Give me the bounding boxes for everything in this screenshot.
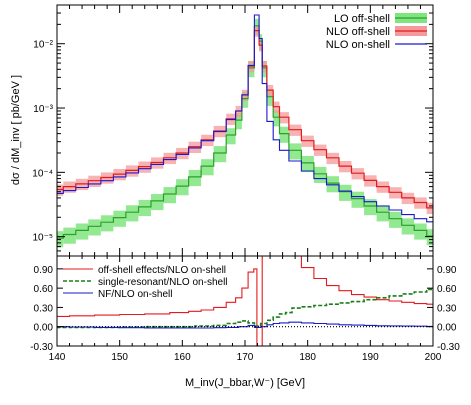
band-bin-0-21	[266, 89, 274, 106]
band-bin-0-28	[339, 184, 352, 201]
band-bin-0-35	[426, 229, 433, 246]
band-bin-0-4	[100, 215, 114, 232]
lower-ytick-label-left-2: 0.30	[34, 303, 54, 314]
x-tick-label-4: 180	[299, 352, 316, 363]
band-bin-0-8	[151, 194, 164, 211]
lower-ytick-label-right-1: 0.00	[437, 323, 457, 334]
x-tick-label-6: 200	[425, 352, 442, 363]
band-bin-0-10	[176, 179, 189, 196]
band-bin-0-15	[235, 113, 242, 130]
lower-legend-label-0: off-shell effects/NLO on-shell	[98, 265, 226, 276]
band-bin-1-19	[259, 40, 263, 52]
lower-legend-label-1: single-resonant/NLO on-shell	[98, 277, 228, 288]
band-bin-0-1	[63, 227, 76, 244]
band-bin-0-14	[226, 128, 236, 145]
ratio-line-1	[57, 288, 433, 329]
legend-label-2: NLO on-shell	[326, 39, 390, 51]
band-bin-0-5	[113, 210, 126, 227]
x-tick-label-5: 190	[362, 352, 379, 363]
band-bin-0-12	[201, 159, 214, 176]
band-bin-0-29	[351, 191, 364, 208]
band-bin-0-3	[88, 219, 101, 236]
upper-y-axis-label: dσ / dM_inv [ pb/GeV ]	[10, 75, 22, 185]
lower-ytick-label-left-4: 0.90	[34, 265, 54, 276]
lower-ytick-label-left-1: 0.00	[34, 323, 54, 334]
upper-ytick-label-2: 10⁻³	[33, 104, 53, 115]
band-bin-1-6	[125, 165, 139, 177]
band-bin-0-26	[313, 166, 327, 183]
band-bin-0-30	[364, 199, 377, 216]
lower-legend-label-2: NF/NLO on-shell	[98, 289, 172, 300]
lower-ytick-label-right-2: 0.30	[437, 303, 457, 314]
x-tick-label-3: 170	[237, 352, 254, 363]
upper-lines	[57, 14, 433, 239]
band-bin-0-34	[414, 223, 427, 240]
band-bin-0-6	[125, 205, 139, 222]
band-bin-0-24	[288, 143, 302, 160]
x-axis-label: M_inv(J_bbar,W⁻) [GeV]	[185, 377, 305, 389]
x-tick-label-2: 160	[174, 352, 191, 363]
lower-axes: -0.30 -0.30 0.00 0.00 0.30 0.30 0.60 0.60 0.90 0.…	[30, 255, 460, 363]
legend-label-1: NLO off-shell	[326, 26, 390, 38]
band-bin-0-33	[401, 218, 415, 235]
lower-panel: -0.30 -0.30 0.00 0.00 0.30 0.30 0.60 0.60 0.90 0.…	[30, 255, 460, 389]
band-bin-1-0	[57, 184, 64, 196]
band-bin-0-11	[188, 170, 202, 187]
lower-lines	[57, 256, 433, 346]
band-bin-1-3	[88, 175, 101, 187]
band-bin-0-9	[163, 187, 176, 204]
lower-ytick-label-right-3: 0.60	[437, 284, 457, 295]
upper-ytick-label-0: 10⁻⁵	[32, 233, 53, 244]
lower-legend: off-shell effects/NLO on-shellsingle-res…	[63, 265, 228, 300]
upper-ytick-label-1: 10⁻⁴	[32, 168, 53, 179]
lower-ytick-label-left-3: 0.60	[34, 284, 54, 295]
band-bin-1-27	[326, 152, 339, 165]
band-bin-0-23	[279, 126, 289, 143]
x-tick-label-1: 150	[111, 352, 128, 363]
band-bin-0-32	[389, 211, 402, 228]
ratio-line-2	[57, 321, 433, 329]
band-bin-1-9	[163, 152, 176, 165]
band-bin-0-31	[376, 205, 390, 222]
band-bin-0-13	[213, 146, 227, 163]
x-tick-label-0: 140	[49, 352, 66, 363]
band-bin-0-25	[301, 156, 314, 173]
series-line-2	[57, 14, 433, 223]
band-bin-0-22	[273, 110, 280, 127]
lower-ytick-label-left-0: -0.30	[30, 342, 53, 353]
band-bin-0-2	[75, 223, 89, 240]
legend-label-0: LO off-shell	[334, 13, 390, 25]
upper-bands	[57, 18, 433, 248]
upper-ytick-label-3: 10⁻²	[33, 40, 53, 51]
lower-ytick-label-right-4: 0.90	[437, 265, 457, 276]
band-bin-0-7	[138, 200, 151, 217]
lower-ytick-label-right-0: -0.30	[437, 342, 460, 353]
